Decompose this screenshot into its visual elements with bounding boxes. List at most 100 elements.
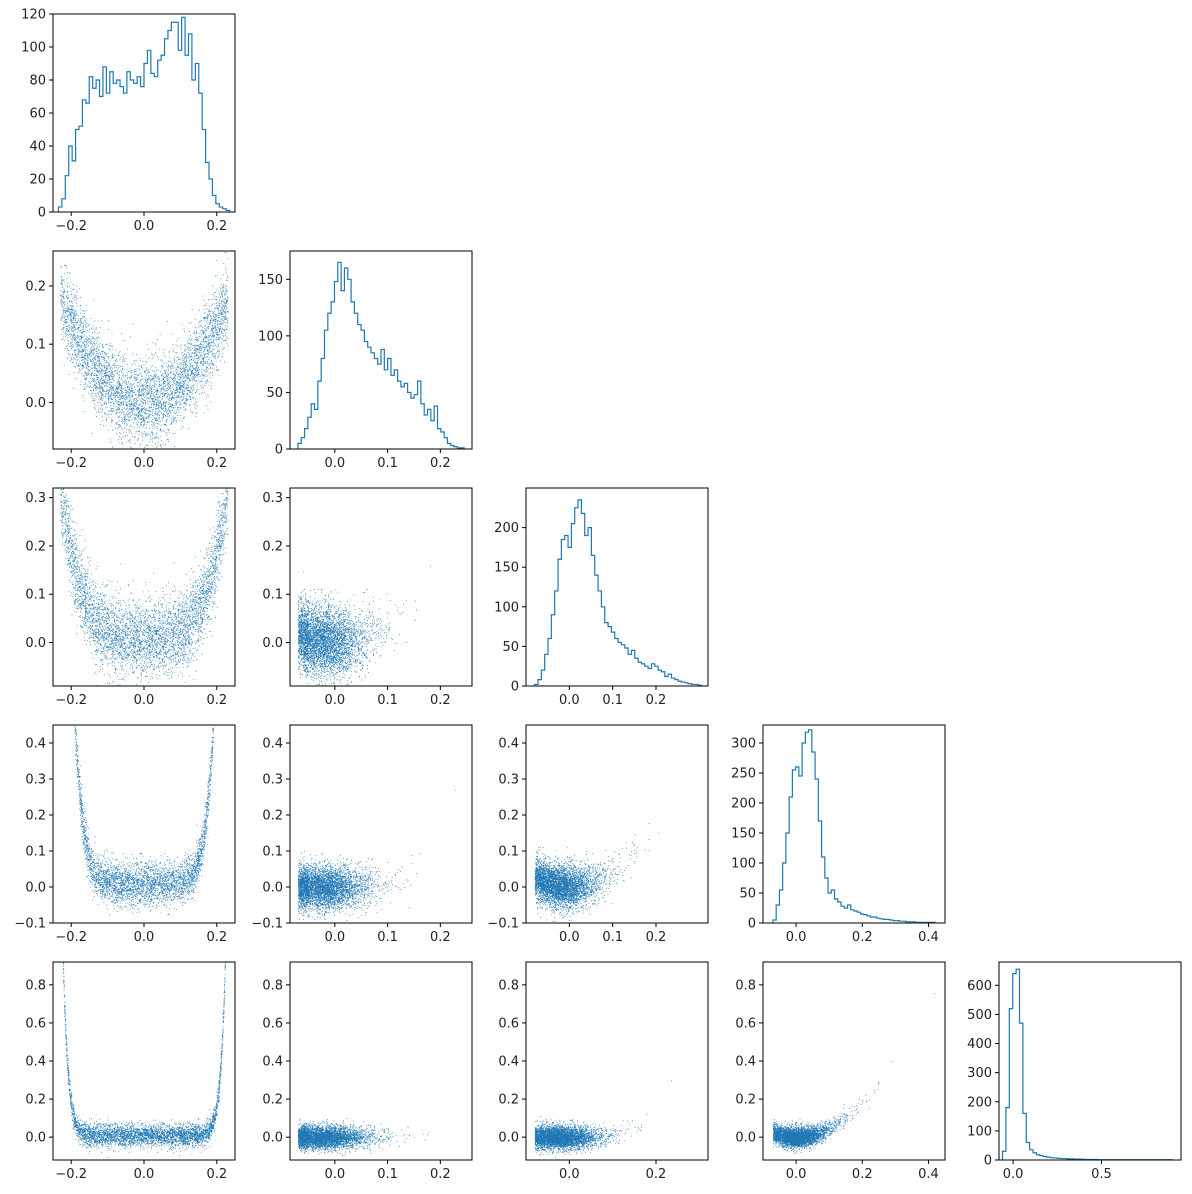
y-tick-label: 150 bbox=[731, 827, 756, 842]
plot-area bbox=[60, 252, 229, 449]
panel-scatter-4-1: 0.0 0.1 0.2 0.0 0.2 0.4 0.6 0.8 bbox=[262, 961, 473, 1182]
y-tick-label: 80 bbox=[29, 74, 46, 89]
y-tick-label: 0.3 bbox=[262, 773, 283, 788]
x-tick-label: 0.4 bbox=[918, 930, 939, 945]
x-tick-label: 0.0 bbox=[134, 456, 155, 471]
y-tick-label: 0.4 bbox=[262, 1055, 283, 1070]
histogram-step-line bbox=[534, 499, 703, 686]
y-tick-label: 0.6 bbox=[735, 1016, 756, 1031]
x-tick-label: 0.0 bbox=[134, 219, 155, 234]
y-tick-label: 200 bbox=[731, 797, 756, 812]
plot-area bbox=[297, 261, 465, 449]
y-tick-label: 0 bbox=[511, 680, 519, 695]
histogram-step-line bbox=[297, 261, 465, 449]
y-tick-label: 0.4 bbox=[25, 737, 46, 752]
x-tick-label: 0.2 bbox=[430, 930, 451, 945]
x-tick-label: 0.1 bbox=[602, 693, 623, 708]
y-tick-label: 60 bbox=[29, 107, 46, 122]
y-tick-label: 100 bbox=[21, 41, 46, 56]
y-tick-label: 0.1 bbox=[25, 845, 46, 860]
y-tick-label: 0.8 bbox=[498, 978, 519, 993]
y-tick-label: 600 bbox=[967, 979, 992, 994]
x-tick-label: 0.2 bbox=[852, 930, 873, 945]
y-tick-label: 0.0 bbox=[25, 881, 46, 896]
plot-area bbox=[534, 1080, 672, 1159]
scatter-points bbox=[298, 789, 457, 923]
panel-hist-3: 0.0 0.2 0.4 0 50 100 150 200 250 300 bbox=[731, 724, 946, 945]
y-tick-label: 0.1 bbox=[25, 588, 46, 603]
y-tick-label: 0.6 bbox=[498, 1016, 519, 1031]
x-tick-label: 0.1 bbox=[377, 456, 398, 471]
panel-hist-2: 0.0 0.1 0.2 0 50 100 150 200 bbox=[494, 487, 709, 708]
plot-area bbox=[772, 729, 936, 923]
y-tick-label: 0.0 bbox=[25, 396, 46, 411]
y-tick-label: 150 bbox=[494, 561, 519, 576]
plot-area bbox=[60, 488, 229, 686]
histogram-step-line bbox=[1001, 968, 1173, 1160]
panel-scatter-4-3: 0.0 0.2 0.4 0.0 0.2 0.4 0.6 0.8 bbox=[735, 961, 946, 1182]
x-tick-label: 0.2 bbox=[646, 693, 667, 708]
panel-scatter-3-1: 0.0 0.1 0.2 −0.1 0.0 0.1 0.2 0.3 0.4 bbox=[251, 724, 473, 945]
scatter-points bbox=[60, 252, 229, 449]
y-tick-label: 0.4 bbox=[735, 1055, 756, 1070]
y-tick-label: 50 bbox=[739, 887, 756, 902]
x-tick-label: −0.2 bbox=[55, 1167, 87, 1182]
y-tick-label: 0.2 bbox=[735, 1093, 756, 1108]
y-tick-label: 0.0 bbox=[25, 1131, 46, 1146]
y-tick-label: 0.0 bbox=[735, 1131, 756, 1146]
y-tick-label: −0.1 bbox=[487, 917, 519, 932]
y-tick-label: 20 bbox=[29, 173, 46, 188]
y-tick-label: 0.2 bbox=[262, 539, 283, 554]
x-tick-label: 0.0 bbox=[559, 693, 580, 708]
axes-frame bbox=[998, 961, 1182, 1161]
x-tick-label: 0.1 bbox=[377, 693, 398, 708]
axes-frame bbox=[762, 724, 946, 924]
y-tick-label: 0.1 bbox=[262, 588, 283, 603]
scatter-points bbox=[297, 565, 431, 686]
panel-scatter-2-1: 0.0 0.1 0.2 0.0 0.1 0.2 0.3 bbox=[262, 487, 473, 708]
x-tick-label: 0.1 bbox=[377, 930, 398, 945]
x-tick-label: 0.2 bbox=[646, 1167, 667, 1182]
y-tick-label: 0 bbox=[38, 206, 46, 221]
x-tick-label: −0.2 bbox=[55, 693, 87, 708]
panel-hist-4: 0.0 0.5 0 100 200 300 400 500 600 bbox=[967, 961, 1182, 1182]
y-tick-label: 0.2 bbox=[25, 279, 46, 294]
scatter-points bbox=[74, 725, 215, 916]
y-tick-label: −0.1 bbox=[251, 917, 283, 932]
panel-scatter-4-0: −0.2 0.0 0.2 0.0 0.2 0.4 0.6 0.8 bbox=[25, 961, 236, 1182]
y-tick-label: 0.8 bbox=[735, 978, 756, 993]
axes-frame bbox=[289, 724, 473, 924]
y-tick-label: 100 bbox=[494, 600, 519, 615]
panel-scatter-4-2: 0.0 0.2 0.0 0.2 0.4 0.6 0.8 bbox=[498, 961, 709, 1182]
x-tick-label: 0.0 bbox=[134, 693, 155, 708]
y-tick-label: 0.0 bbox=[262, 636, 283, 651]
axes-frame bbox=[289, 250, 473, 450]
scatter-points bbox=[534, 1080, 672, 1159]
x-tick-label: 0.0 bbox=[324, 1167, 345, 1182]
y-tick-label: 0.2 bbox=[498, 1093, 519, 1108]
x-tick-label: 0.2 bbox=[852, 1167, 873, 1182]
y-tick-label: 0 bbox=[984, 1154, 992, 1169]
y-tick-label: 0.6 bbox=[25, 1016, 46, 1031]
plot-area bbox=[534, 823, 660, 922]
x-tick-label: 0.0 bbox=[786, 930, 807, 945]
x-tick-label: 0.0 bbox=[786, 1167, 807, 1182]
x-tick-label: 0.1 bbox=[377, 1167, 398, 1182]
y-tick-label: 0.4 bbox=[262, 737, 283, 752]
histogram-step-line bbox=[57, 16, 231, 212]
panel-scatter-3-2: 0.0 0.1 0.2 −0.1 0.0 0.1 0.2 0.3 0.4 bbox=[487, 724, 709, 945]
y-tick-label: 0.2 bbox=[25, 539, 46, 554]
y-tick-label: 0.0 bbox=[262, 881, 283, 896]
panel-scatter-3-0: −0.2 0.0 0.2 −0.1 0.0 0.1 0.2 0.3 0.4 bbox=[14, 724, 236, 945]
y-tick-label: 250 bbox=[731, 767, 756, 782]
y-tick-label: 300 bbox=[967, 1066, 992, 1081]
x-tick-label: 0.1 bbox=[602, 930, 623, 945]
y-tick-label: 300 bbox=[731, 737, 756, 752]
y-tick-label: 120 bbox=[21, 8, 46, 23]
y-tick-label: 0.0 bbox=[25, 636, 46, 651]
x-tick-label: 0.2 bbox=[430, 456, 451, 471]
y-tick-label: 0.4 bbox=[25, 1055, 46, 1070]
panel-hist-0: −0.2 0.0 0.2 0 20 40 60 80 100 120 bbox=[21, 8, 236, 234]
y-tick-label: 0.3 bbox=[262, 491, 283, 506]
x-tick-label: 0.0 bbox=[559, 1167, 580, 1182]
